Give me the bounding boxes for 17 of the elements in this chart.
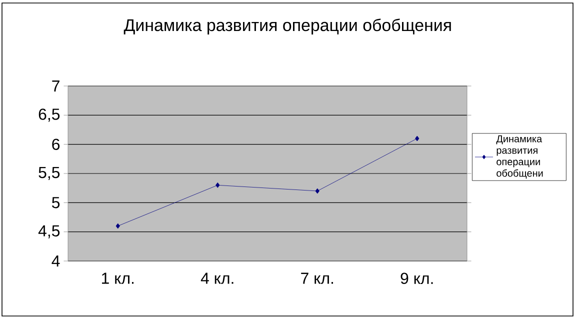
point	[315, 188, 320, 194]
y-tick-label: 7	[52, 80, 60, 92]
point	[216, 182, 220, 188]
x-tick-label: 4 кл.	[200, 272, 234, 284]
y-tick-label: 6	[52, 138, 60, 150]
x-tick-label: 7 кл.	[301, 272, 334, 284]
y-tick-label: 6,5	[38, 108, 60, 122]
x-tick-label: 1 кл.	[102, 272, 134, 284]
y-tick-label: 4,5	[38, 225, 60, 238]
point	[415, 136, 420, 142]
point	[116, 223, 120, 229]
y-tick-label: 4	[52, 256, 60, 266]
y-tick-label: 5,5	[38, 166, 60, 180]
chart-title: Динамика развития операции обобщения	[124, 18, 451, 35]
y-tick-label: 5	[52, 197, 60, 208]
legend-label: Динамика развития операции обобщени	[496, 135, 543, 179]
x-tick-label: 9 кл.	[400, 272, 433, 284]
